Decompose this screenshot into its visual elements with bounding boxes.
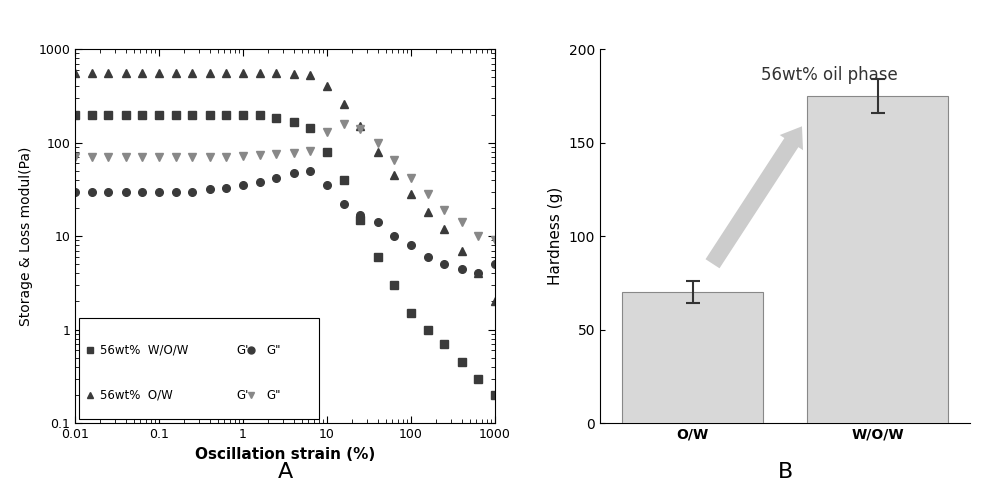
X-axis label: Oscillation strain (%): Oscillation strain (%) [195, 447, 375, 461]
Text: G": G" [266, 389, 281, 401]
Y-axis label: Storage & Loss modul(Pa): Storage & Loss modul(Pa) [19, 147, 33, 326]
FancyArrowPatch shape [706, 126, 803, 268]
Text: B: B [777, 461, 793, 482]
Y-axis label: Hardness (g): Hardness (g) [548, 187, 563, 285]
Bar [622, 292, 763, 423]
Text: G': G' [237, 344, 249, 357]
Text: A: A [277, 461, 293, 482]
Text: 56wt% oil phase: 56wt% oil phase [761, 66, 898, 84]
Text: 56wt%  O/W: 56wt% O/W [100, 389, 173, 401]
Bar [79, 318, 319, 419]
Text: G": G" [266, 344, 281, 357]
Text: 56wt%  W/O/W: 56wt% W/O/W [100, 344, 189, 357]
Bar [807, 96, 948, 423]
Text: G': G' [237, 389, 249, 401]
